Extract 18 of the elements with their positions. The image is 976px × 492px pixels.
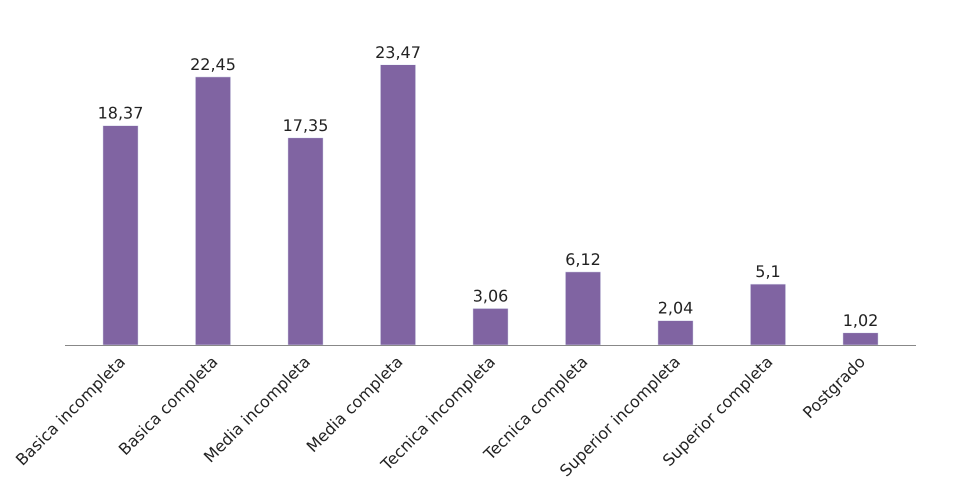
bar: [195, 76, 231, 345]
data-label: 6,12: [565, 250, 601, 269]
data-label: 2,04: [658, 298, 694, 318]
data-label: 18,37: [98, 104, 144, 123]
data-label: 17,35: [282, 116, 328, 135]
data-label: 3,06: [472, 286, 508, 306]
data-label: 23,47: [375, 42, 421, 62]
data-label: 22,45: [190, 54, 236, 74]
bar: [380, 64, 416, 345]
data-label: 1,02: [842, 310, 878, 330]
bar: [102, 125, 138, 345]
bar: [472, 308, 508, 345]
bar: [750, 284, 786, 345]
bar: [288, 138, 324, 345]
bar: [842, 332, 878, 345]
bar: [658, 320, 694, 345]
bar: [565, 272, 601, 345]
data-label: 5,1: [755, 262, 781, 282]
